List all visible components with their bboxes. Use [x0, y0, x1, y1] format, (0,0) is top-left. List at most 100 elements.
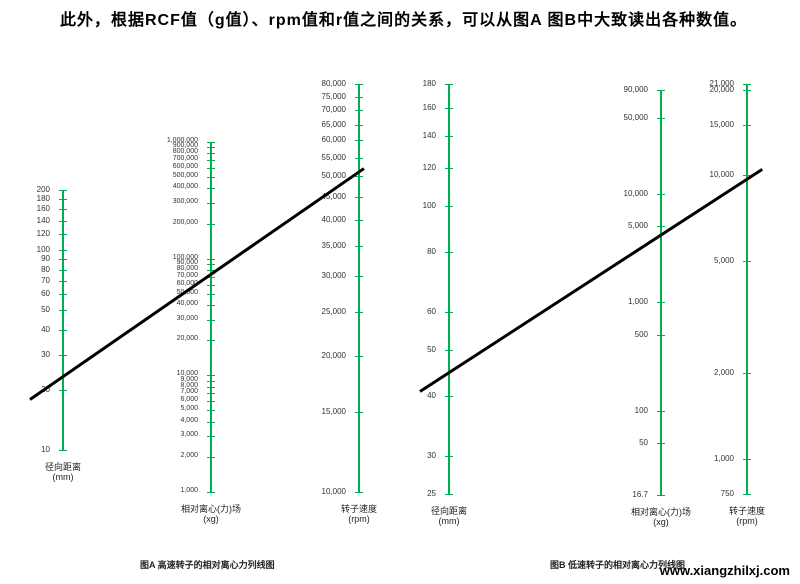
tick — [355, 125, 363, 126]
tick — [207, 224, 215, 225]
tick-label: 200 — [0, 185, 50, 194]
tick-label: 180 — [0, 194, 50, 203]
tick — [355, 492, 363, 493]
tick-label: 5,000 — [684, 256, 734, 265]
tick — [355, 220, 363, 221]
tick — [207, 340, 215, 341]
tick-label: 65,000 — [296, 120, 346, 129]
tick-label: 600,000 — [148, 163, 198, 170]
tick — [207, 142, 215, 143]
tick — [445, 206, 453, 207]
tick — [355, 246, 363, 247]
tick-label: 140 — [386, 131, 436, 140]
tick — [207, 168, 215, 169]
tick — [207, 436, 215, 437]
tick-label: 3,000 — [148, 431, 198, 438]
tick — [445, 168, 453, 169]
tick-label: 90,000 — [598, 85, 648, 94]
tick-label: 200,000 — [148, 219, 198, 226]
tick-label: 5,000 — [148, 405, 198, 412]
tick-label: 1,000 — [148, 487, 198, 494]
tick-label: 80,000 — [296, 79, 346, 88]
tick-label: 60,000 — [296, 135, 346, 144]
tick-label: 2,000 — [148, 452, 198, 459]
tick-label: 5,000 — [598, 221, 648, 230]
tick-label: 500,000 — [148, 172, 198, 179]
tick — [355, 84, 363, 85]
tick-label: 100 — [0, 245, 50, 254]
tick-label: 40 — [386, 391, 436, 400]
tick-label: 15,000 — [296, 407, 346, 416]
tick-label: 80 — [0, 265, 50, 274]
tick-label: 120 — [0, 229, 50, 238]
tick-label: 20,000 — [684, 85, 734, 94]
tick-label: 25 — [386, 489, 436, 498]
tick-label: 500 — [598, 330, 648, 339]
tick-label: 10,000 — [684, 170, 734, 179]
tick — [207, 401, 215, 402]
tick-label: 30,000 — [296, 271, 346, 280]
scale-radius: 200180160140120100908070605040302010径向距离… — [62, 190, 64, 450]
tick-label: 40,000 — [296, 215, 346, 224]
tick-label: 4,000 — [148, 417, 198, 424]
tick — [445, 252, 453, 253]
tick — [207, 153, 215, 154]
tick — [657, 335, 665, 336]
tick — [657, 118, 665, 119]
tick — [355, 158, 363, 159]
tick — [445, 84, 453, 85]
tick-label: 300,000 — [148, 198, 198, 205]
tick-label: 20,000 — [296, 351, 346, 360]
axis-unit-radius: (mm) — [23, 472, 103, 482]
tick-label: 50 — [598, 438, 648, 447]
tick-label: 70 — [0, 276, 50, 285]
axis-unit-radius: (mm) — [409, 516, 489, 526]
tick — [59, 259, 67, 260]
tick — [59, 209, 67, 210]
tick — [355, 176, 363, 177]
tick — [59, 310, 67, 311]
tick — [743, 84, 751, 85]
tick — [445, 456, 453, 457]
tick — [445, 136, 453, 137]
tick-label: 55,000 — [296, 153, 346, 162]
tick — [743, 459, 751, 460]
tick — [445, 396, 453, 397]
tick — [59, 281, 67, 282]
tick — [59, 294, 67, 295]
tick-label: 30 — [0, 350, 50, 359]
tick-label: 160 — [0, 204, 50, 213]
tick — [355, 276, 363, 277]
tick — [59, 199, 67, 200]
tick-label: 70,000 — [296, 105, 346, 114]
tick-label: 75,000 — [296, 92, 346, 101]
tick-label: 100 — [386, 201, 436, 210]
tick — [743, 373, 751, 374]
tick-label: 35,000 — [296, 241, 346, 250]
tick — [59, 270, 67, 271]
axis-unit-rcf: (xg) — [171, 514, 251, 524]
tick — [445, 108, 453, 109]
axis-rpm — [746, 84, 748, 494]
tick — [445, 350, 453, 351]
tick — [657, 194, 665, 195]
tick-label: 50 — [386, 345, 436, 354]
tick-label: 25,000 — [296, 307, 346, 316]
tick — [59, 234, 67, 235]
tick — [355, 356, 363, 357]
tick-label: 400,000 — [148, 183, 198, 190]
tick-label: 160 — [386, 103, 436, 112]
tick — [207, 393, 215, 394]
tick — [743, 125, 751, 126]
tick-label: 180 — [386, 79, 436, 88]
tick-label: 30 — [386, 451, 436, 460]
tick — [207, 188, 215, 189]
tick — [207, 387, 215, 388]
scale-rcf: 90,00050,00010,0005,0001,0005001005016.7… — [660, 90, 662, 495]
tick — [207, 160, 215, 161]
tick — [207, 457, 215, 458]
tick-label: 750 — [684, 489, 734, 498]
tick — [59, 450, 67, 451]
scale-radius: 180160140120100806050403025径向距离(mm) — [448, 84, 450, 494]
scale-rpm: 80,00075,00070,00065,00060,00055,00050,0… — [358, 84, 360, 492]
